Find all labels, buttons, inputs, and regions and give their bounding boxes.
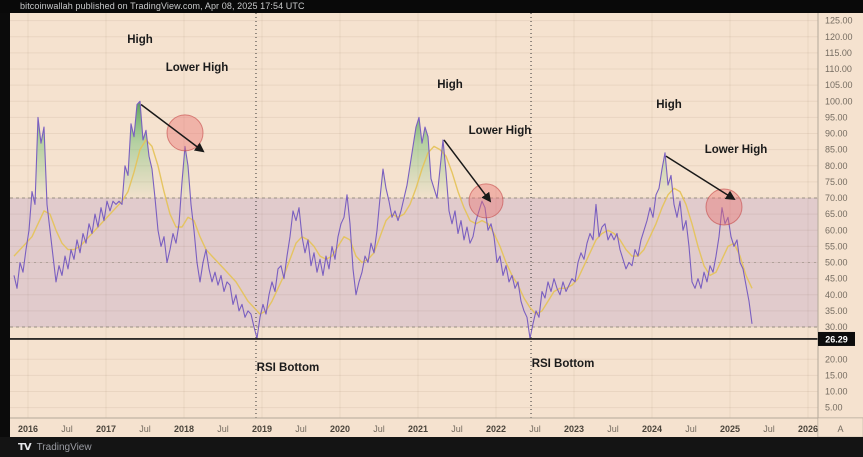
divergence-circle: [468, 183, 504, 219]
time-tick-label-Jul: Jul: [373, 424, 385, 434]
price-tick-label: 20.00: [825, 354, 848, 364]
time-tick-label-2018: 2018: [174, 424, 194, 434]
price-tick-label: 40.00: [825, 290, 848, 300]
chart-pane[interactable]: [10, 13, 818, 418]
divergence-circle: [705, 188, 743, 226]
price-tick-label: 30.00: [825, 322, 848, 332]
price-tick-label: 120.00: [825, 32, 853, 42]
time-tick-label-Jul: Jul: [295, 424, 307, 434]
annotation-high: High: [656, 99, 682, 111]
auto-scale-label: A: [837, 424, 843, 434]
price-tick-label: 125.00: [825, 16, 853, 26]
time-tick-label-2016: 2016: [18, 424, 38, 434]
divergence-arrow: [443, 139, 492, 203]
divergence-arrow: [140, 103, 205, 153]
divergence-arrow: [665, 155, 736, 201]
time-tick-label-2026: 2026: [798, 424, 818, 434]
tradingview-logo-icon[interactable]: TV: [18, 441, 32, 453]
divergence-circle: [166, 114, 204, 152]
price-tick-label: 35.00: [825, 306, 848, 316]
annotation-lower-high: Lower High: [166, 62, 229, 74]
price-tick-label: 15.00: [825, 370, 848, 380]
time-tick-label-Jul: Jul: [451, 424, 463, 434]
footer-bar: TV TradingView: [0, 437, 863, 457]
price-tick-label: 70.00: [825, 193, 848, 203]
annotation-lower-high: Lower High: [469, 125, 532, 137]
time-tick-label-Jul: Jul: [529, 424, 541, 434]
publish-text: bitcoinwallah published on TradingView.c…: [20, 1, 305, 11]
header-bar: bitcoinwallah published on TradingView.c…: [0, 0, 863, 13]
tradingview-logo-text[interactable]: TradingView: [36, 441, 92, 453]
price-tick-label: 105.00: [825, 80, 853, 90]
price-tick-label: 50.00: [825, 258, 848, 268]
time-tick-label-Jul: Jul: [607, 424, 619, 434]
time-tick-label-2019: 2019: [252, 424, 272, 434]
price-tick-label: 75.00: [825, 177, 848, 187]
current-value-badge-text: 26.29: [825, 334, 848, 344]
time-tick-label-Jul: Jul: [763, 424, 775, 434]
price-tick-label: 95.00: [825, 112, 848, 122]
price-tick-label: 65.00: [825, 209, 848, 219]
time-tick-label-Jul: Jul: [139, 424, 151, 434]
price-tick-label: 115.00: [825, 48, 852, 58]
rsi-line: [13, 100, 753, 339]
annotation-high: High: [127, 34, 153, 46]
price-tick-label: 55.00: [825, 241, 848, 251]
price-tick-label: 10.00: [825, 387, 848, 397]
current-value-badge: [818, 331, 855, 346]
time-tick-label-2025: 2025: [720, 424, 740, 434]
time-tick-label-2024: 2024: [642, 424, 662, 434]
ma-line: [13, 139, 753, 315]
price-tick-label: 60.00: [825, 225, 848, 235]
price-tick-label: 80.00: [825, 161, 848, 171]
price-tick-label: 85.00: [825, 145, 848, 155]
time-tick-label-2022: 2022: [486, 424, 506, 434]
annotation-rsi-bottom: RSI Bottom: [532, 358, 595, 370]
price-tick-label: 110.00: [825, 64, 852, 74]
annotation-high: High: [437, 79, 463, 91]
annotation-lower-high: Lower High: [705, 144, 768, 156]
time-axis[interactable]: [10, 418, 863, 437]
price-tick-label: 90.00: [825, 129, 848, 139]
time-tick-label-2023: 2023: [564, 424, 584, 434]
time-tick-label-2021: 2021: [408, 424, 428, 434]
time-tick-label-2020: 2020: [330, 424, 350, 434]
time-tick-label-Jul: Jul: [61, 424, 73, 434]
price-tick-label: 100.00: [825, 96, 853, 106]
price-tick-label: 45.00: [825, 274, 848, 284]
price-axis[interactable]: [818, 13, 863, 418]
price-tick-label: 5.00: [825, 403, 843, 413]
annotation-rsi-bottom: RSI Bottom: [257, 362, 320, 374]
time-tick-label-Jul: Jul: [217, 424, 229, 434]
time-tick-label-2017: 2017: [96, 424, 116, 434]
time-tick-label-Jul: Jul: [685, 424, 697, 434]
